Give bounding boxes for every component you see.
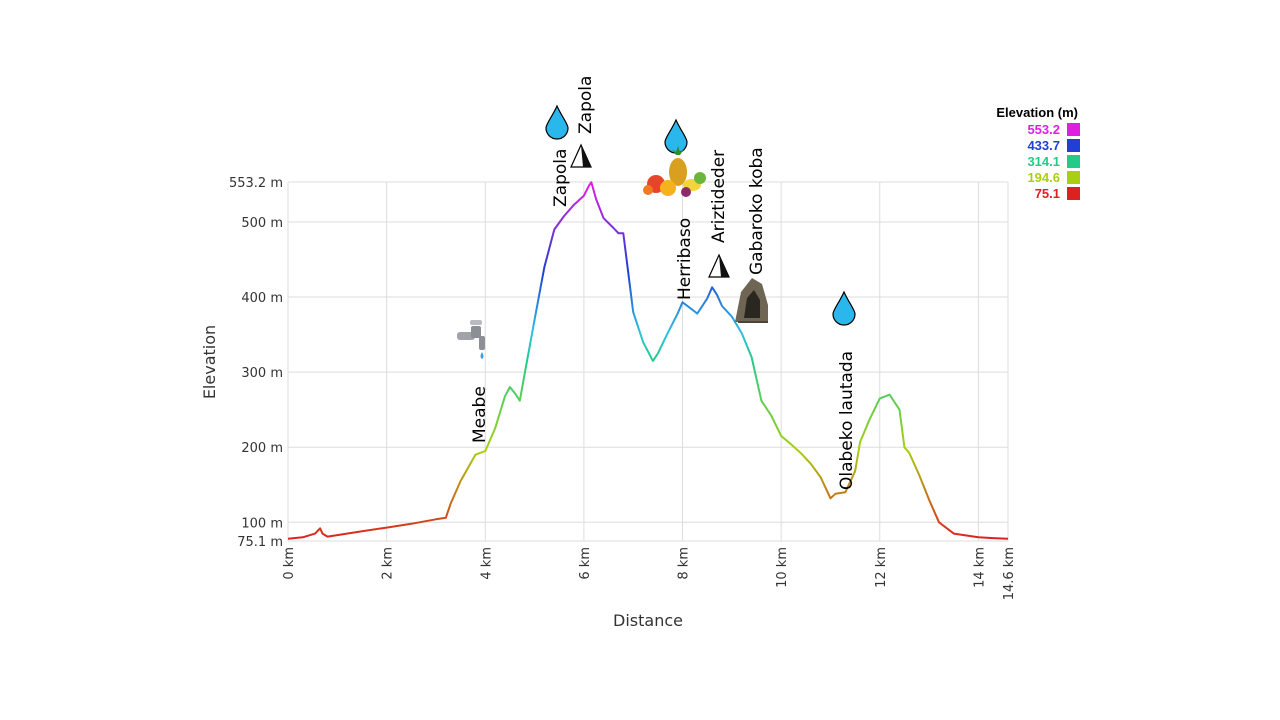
- water-drop-icon: [664, 118, 688, 154]
- legend-title: Elevation (m): [996, 105, 1078, 120]
- x-tick-label: 0 km: [282, 547, 297, 580]
- legend-swatch: [1067, 187, 1080, 200]
- poi-label-gabaroko-koba: Gabaroko koba: [747, 147, 767, 275]
- y-tick-label: 553.2 m: [229, 176, 283, 191]
- y-tick-label: 300 m: [241, 366, 283, 381]
- poi-label-ariztideder: Ariztideder: [709, 150, 729, 243]
- y-axis-ticks: 75.1 m 100 m 200 m 300 m 400 m 500 m 553.2 m: [229, 176, 283, 550]
- legend-entry-label: 194.6: [1027, 170, 1060, 185]
- poi-label-olabeko-lautada: Olabeko lautada: [837, 351, 857, 490]
- x-tick-label: 10 km: [775, 547, 790, 588]
- x-axis-ticks: 0 km 2 km 4 km 6 km 8 km 10 km 12 km 14 km 14.6 …: [282, 547, 1017, 600]
- x-tick-label: 14.6 km: [1002, 547, 1017, 600]
- poi-label-zapola-water: Zapola: [551, 149, 571, 207]
- plot-frame: [287, 182, 1008, 542]
- elevation-line: [287, 181, 1009, 540]
- cave-icon: [735, 278, 768, 323]
- x-tick-label: 2 km: [381, 547, 396, 580]
- peak-icon: [708, 253, 730, 278]
- water-tap-icon: [457, 320, 485, 359]
- y-tick-label: 500 m: [241, 216, 283, 231]
- chart-grid: [287, 181, 1009, 542]
- fruit-icon: [643, 146, 706, 197]
- x-tick-label: 4 km: [479, 547, 494, 580]
- poi-label-meabe: Meabe: [470, 386, 490, 443]
- x-axis-title: Distance: [613, 611, 683, 630]
- y-tick-label: 75.1 m: [237, 535, 283, 550]
- legend-entry-label: 433.7: [1027, 138, 1060, 153]
- water-drop-icon: [545, 104, 569, 140]
- poi-label-zapola-peak: Zapola: [576, 76, 596, 134]
- x-tick-label: 6 km: [578, 547, 593, 580]
- elevation-series: [287, 181, 1009, 540]
- legend-swatch: [1067, 123, 1080, 136]
- x-tick-label: 14 km: [972, 547, 987, 588]
- poi-label-herribaso: Herribaso: [675, 218, 695, 300]
- legend-entry-label: 314.1: [1027, 154, 1060, 169]
- y-axis-title: Elevation: [200, 325, 219, 399]
- peak-icon: [570, 143, 592, 168]
- legend-entry-label: 75.1: [1035, 186, 1060, 201]
- y-tick-label: 400 m: [241, 291, 283, 306]
- legend-entry-label: 553.2: [1027, 122, 1060, 137]
- legend-swatch: [1067, 171, 1080, 184]
- x-tick-label: 8 km: [677, 547, 692, 580]
- y-tick-label: 200 m: [241, 441, 283, 456]
- x-tick-label: 12 km: [874, 547, 889, 588]
- water-drop-icon: [832, 290, 856, 326]
- y-tick-label: 100 m: [241, 516, 283, 531]
- points-of-interest: Meabe Zapola Zapola Herribaso Ariztidede…: [457, 76, 857, 490]
- legend-swatch: [1067, 155, 1080, 168]
- legend-swatch: [1067, 139, 1080, 152]
